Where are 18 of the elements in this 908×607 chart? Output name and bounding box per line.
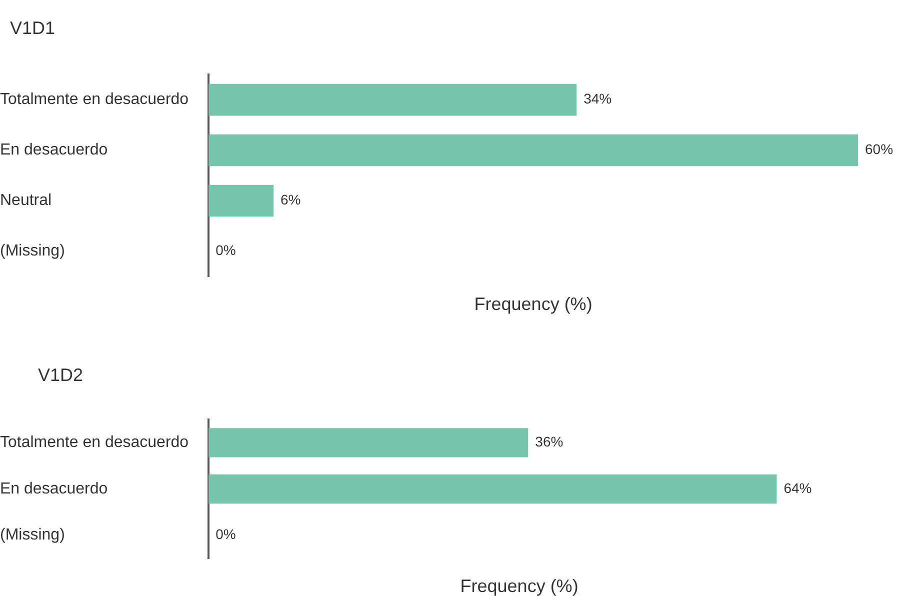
data-label: 0% <box>216 526 236 542</box>
y-tick-label: Totalmente en desacuerdo <box>0 434 189 452</box>
text: V1D2 <box>38 365 84 386</box>
data-label: 0% <box>216 242 236 258</box>
data-label: 6% <box>280 192 301 208</box>
y-tick-label: Neutral <box>0 192 52 210</box>
data-label: 34% <box>584 90 612 107</box>
x-axis-title: Frequency (%) <box>474 294 592 314</box>
data-label: 60% <box>865 141 894 158</box>
x-axis-title: Frequency (%) <box>460 576 578 596</box>
y-tick-label: En desacuerdo <box>0 480 108 498</box>
data-label: 36% <box>535 434 564 450</box>
y-tick-label: Totalmente en desacuerdo <box>0 91 189 108</box>
data-label: 64% <box>784 480 812 496</box>
text: V1D1 <box>10 18 56 39</box>
y-tick-label: (Missing) <box>0 242 65 260</box>
y-tick-label: (Missing) <box>0 526 65 544</box>
y-tick-label: En desacuerdo <box>0 142 108 159</box>
